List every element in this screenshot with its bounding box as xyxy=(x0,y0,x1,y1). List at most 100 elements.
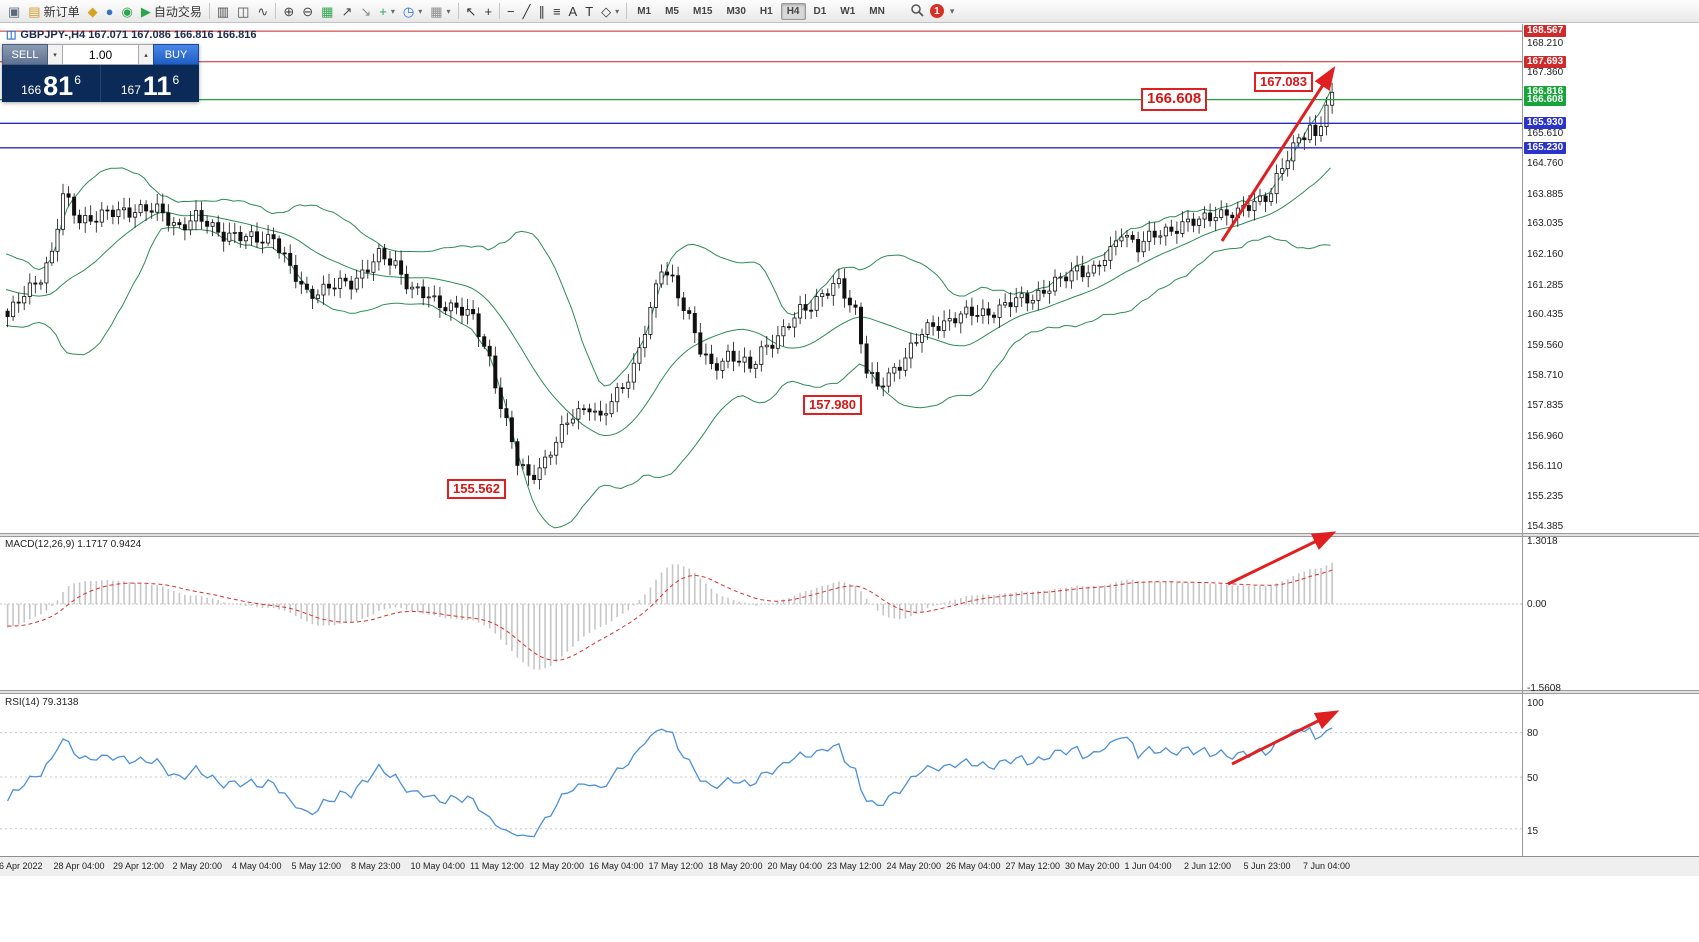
line-chart-icon[interactable]: ∿ xyxy=(253,2,272,21)
cursor-icon[interactable]: ↖ xyxy=(462,2,481,21)
time-axis-label: 7 Jun 04:00 xyxy=(1303,861,1351,871)
timeframe-mn[interactable]: MN xyxy=(869,5,885,17)
price-annotation-label[interactable]: 157.980 xyxy=(803,395,862,416)
candle-chart-icon[interactable]: ◫ xyxy=(233,2,253,21)
price-annotation-label[interactable]: 155.562 xyxy=(447,479,506,500)
tile-windows-icon[interactable]: ▦ xyxy=(317,2,337,21)
lot-increase-button[interactable]: ▴ xyxy=(139,44,153,65)
rsi-indicator-label: RSI(14) 79.3138 xyxy=(5,697,79,708)
channel-icon[interactable]: ∥ xyxy=(534,2,549,21)
pane-splitter-macd[interactable] xyxy=(0,533,1699,537)
price-annotation-label[interactable]: 166.608 xyxy=(1141,88,1208,111)
new-order-icon: ▤ xyxy=(28,3,41,19)
ask-pip-digit: 6 xyxy=(172,73,180,87)
fibonacci-icon[interactable]: ≡ xyxy=(549,2,565,21)
text-icon: A xyxy=(568,3,578,19)
time-axis-label: 28 Apr 04:00 xyxy=(53,861,105,871)
price-scale-label: 162.160 xyxy=(1527,249,1564,261)
bollinger-band-line xyxy=(5,227,1331,529)
price-scale-label: 166.608 xyxy=(1524,93,1567,106)
buy-button[interactable]: BUY xyxy=(153,44,199,65)
trendline-icon[interactable]: ╱ xyxy=(519,2,535,21)
bars-chart-icon: ▥ xyxy=(216,3,230,19)
timeframe-m30[interactable]: M30 xyxy=(726,5,746,17)
autotrade-button-label: 自动交易 xyxy=(153,4,202,19)
crosshair-icon[interactable]: + xyxy=(480,2,496,21)
time-axis-label: 5 May 12:00 xyxy=(291,861,342,871)
autotrade-button[interactable]: ▶ 自动交易 xyxy=(137,2,206,21)
text-icon[interactable]: A xyxy=(565,2,582,21)
price-scale-label: 165.930 xyxy=(1524,117,1567,130)
chevron-down-icon[interactable]: ▾ xyxy=(949,5,955,16)
price-annotation-label[interactable]: 167.083 xyxy=(1254,72,1313,93)
price-scale-label: 159.560 xyxy=(1527,339,1564,351)
time-axis-label: 20 May 04:00 xyxy=(767,861,823,871)
rsi-scale-label: 50 xyxy=(1527,773,1539,784)
toolbar-separator xyxy=(457,3,459,19)
add-indicator-icon[interactable]: + ▾ xyxy=(375,2,399,21)
macd-scale-label: -1.5608 xyxy=(1527,683,1561,694)
timeframe-m15[interactable]: M15 xyxy=(693,5,713,17)
period-clock-icon[interactable]: ◷ ▾ xyxy=(399,2,426,21)
label-icon[interactable]: T xyxy=(581,2,597,21)
main-chart-canvas[interactable] xyxy=(0,24,1522,533)
compass-icon[interactable]: ◆ xyxy=(84,2,102,21)
bars-chart-icon[interactable]: ▥ xyxy=(213,2,233,21)
zoom-out-icon: ⊖ xyxy=(302,3,314,19)
rsi-scale-label: 80 xyxy=(1527,728,1539,739)
lot-decrease-button[interactable]: ▾ xyxy=(48,44,62,65)
window-icon[interactable]: ▣ xyxy=(4,2,24,21)
rsi-scale-label: 15 xyxy=(1527,826,1539,837)
time-axis-label: 29 Apr 12:00 xyxy=(113,861,165,871)
macd-scale-label: 1.3018 xyxy=(1527,536,1558,547)
globe-icon[interactable]: ◉ xyxy=(117,2,136,21)
sell-button[interactable]: SELL xyxy=(2,44,48,65)
bollinger-band-line xyxy=(5,167,1331,437)
notification-badge[interactable]: 1 xyxy=(929,4,944,18)
rsi-pane-canvas[interactable] xyxy=(0,694,1522,856)
timeframe-m5[interactable]: M5 xyxy=(665,5,679,17)
timeframe-w1[interactable]: W1 xyxy=(840,5,856,17)
chart-settings-icon[interactable]: ▦ ▾ xyxy=(426,2,454,21)
autotrade-icon: ▶ xyxy=(140,3,151,19)
timeframe-h1[interactable]: H1 xyxy=(759,5,773,17)
ask-big-digits: 11 xyxy=(142,71,172,102)
price-scale[interactable]: 168.567 168.210 167.693 167.360 166.816 166.6… xyxy=(1522,0,1699,942)
market-depth-icon[interactable]: ↘ xyxy=(356,2,375,21)
new-order-button[interactable]: ▤ 新订单 xyxy=(24,2,83,21)
search-icon[interactable] xyxy=(910,3,924,20)
ask-price-display[interactable]: 167 11 6 xyxy=(101,65,199,102)
time-axis-label: 16 May 04:00 xyxy=(589,861,644,871)
candle-chart-icon: ◫ xyxy=(237,3,250,19)
shapes-icon[interactable]: ◇ ▾ xyxy=(597,2,623,21)
time-axis-label: 23 May 12:00 xyxy=(827,861,882,871)
candles xyxy=(5,82,1335,490)
zoom-in-icon[interactable]: ⊕ xyxy=(279,2,298,21)
hline-icon[interactable]: − xyxy=(503,2,519,21)
time-axis[interactable]: 26 Apr 2022 28 Apr 04:00 29 Apr 12:00 2 May… xyxy=(0,856,1699,876)
toolbar-separator xyxy=(499,3,501,19)
toolbar-separator xyxy=(626,3,628,19)
macd-signal-line xyxy=(7,569,1333,661)
timeframe-h4[interactable]: H4 xyxy=(780,2,806,20)
toolbar: ▣ ▤ 新订单 ◆ ● ◉ ▶ 自动交易 ▥ ◫ ∿ ⊕ ⊖ ▦ ↗ ↘ + ▾ ◷ ▾ ▦ ▾ ↖ + − ╱ ∥ ≡ A T ◇ ▾ M1… xyxy=(0,0,1699,23)
pane-splitter-rsi[interactable] xyxy=(0,690,1699,694)
fibonacci-icon: ≡ xyxy=(552,3,561,19)
indicators-icon: ↗ xyxy=(341,3,353,19)
market-depth-icon: ↘ xyxy=(360,3,372,19)
timeframe-d1[interactable]: D1 xyxy=(813,5,827,17)
chevron-down-icon: ▾ xyxy=(615,6,620,16)
crosshair-icon: + xyxy=(484,3,493,19)
timeframe-m1[interactable]: M1 xyxy=(637,5,652,17)
new-order-button-label: 新订单 xyxy=(43,4,80,19)
profile-icon[interactable]: ● xyxy=(102,2,118,21)
zoom-out-icon[interactable]: ⊖ xyxy=(298,2,317,21)
macd-pane-canvas[interactable] xyxy=(0,537,1522,690)
time-axis-label: 5 Jun 23:00 xyxy=(1243,861,1291,871)
price-scale-label: 163.885 xyxy=(1527,188,1564,200)
bid-price-display[interactable]: 166 81 6 xyxy=(2,65,101,102)
indicators-icon[interactable]: ↗ xyxy=(337,2,356,21)
bid-prefix: 166 xyxy=(21,83,42,97)
toolbar-left-group: ▣ ▤ 新订单 ◆ ● ◉ ▶ 自动交易 ▥ ◫ ∿ ⊕ ⊖ ▦ ↗ ↘ + ▾ ◷ ▾ ▦ ▾ ↖ + − ╱ ∥ ≡ A T ◇ ▾ xyxy=(4,2,630,21)
lot-size-input[interactable] xyxy=(62,44,139,65)
